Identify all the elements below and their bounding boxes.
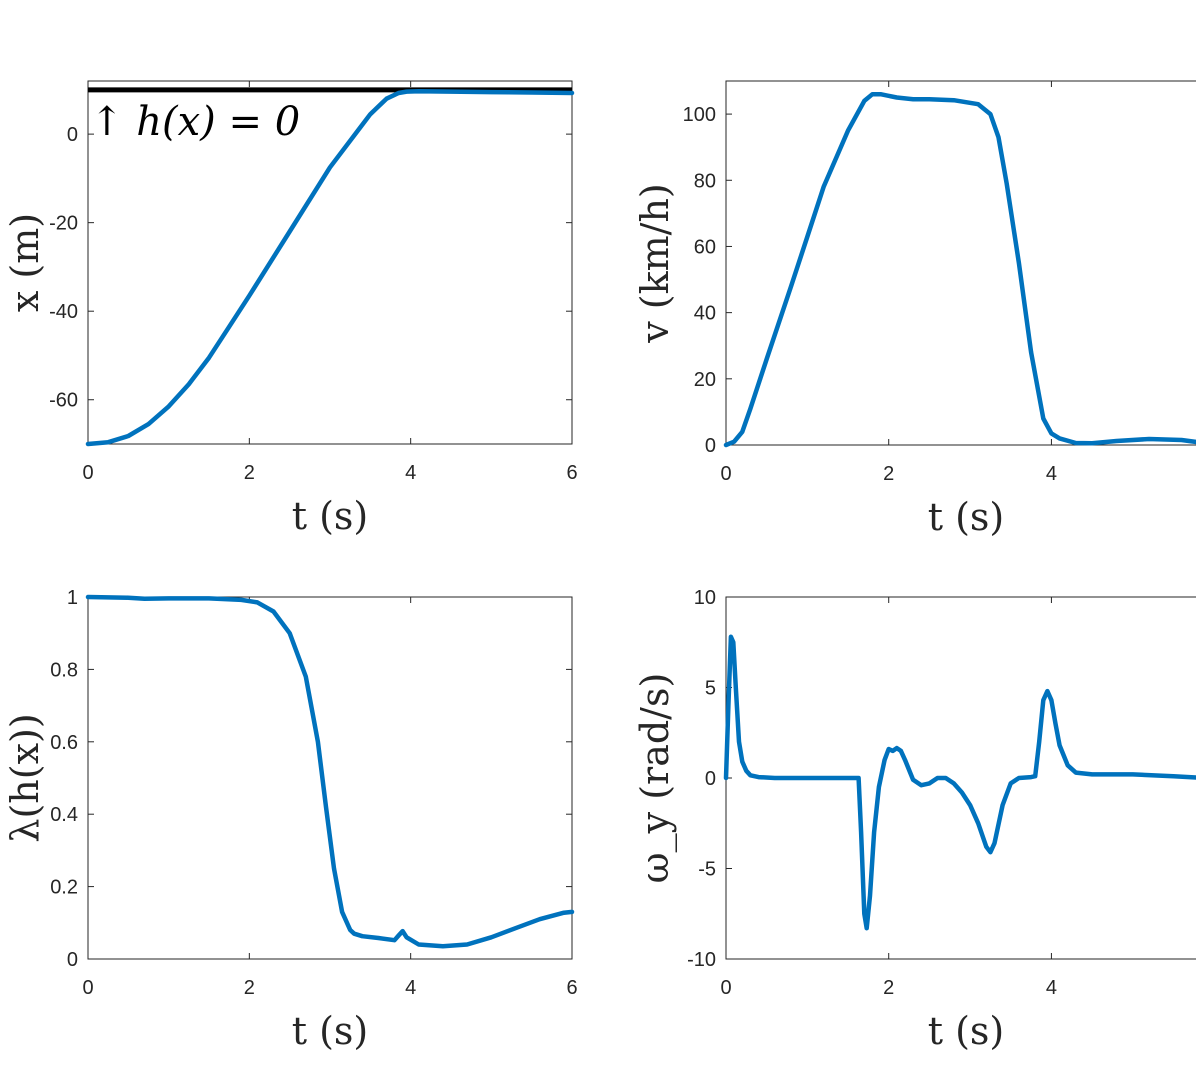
- y-tick-label: 1: [67, 587, 78, 609]
- x-tick-label: 4: [1046, 977, 1057, 999]
- y-tick-label: 0: [67, 949, 78, 971]
- constraint-annotation: ↑ h(x) = 0: [90, 99, 300, 145]
- series-line: [85, 594, 575, 949]
- y-tick-label: 0: [705, 435, 716, 457]
- x-tick-label: 4: [405, 462, 416, 484]
- x-tick-label: 0: [720, 463, 731, 485]
- y-tick-label: 80: [694, 170, 716, 192]
- y-tick-label: 0.6: [50, 732, 78, 754]
- axes-box: [87, 80, 573, 445]
- axes-box: [87, 596, 573, 960]
- y-axis-label: λ(h(x)): [3, 713, 47, 842]
- x-axis-label: t (s): [928, 1009, 1005, 1053]
- x-tick-label: 0: [720, 977, 731, 999]
- y-tick-label: 0.2: [50, 877, 78, 899]
- x-tick-label: 6: [566, 977, 577, 999]
- axes-box: [725, 80, 1196, 446]
- x-axis-label: t (s): [292, 494, 369, 538]
- x-tick-label: 4: [405, 977, 416, 999]
- y-tick-label: 60: [694, 236, 716, 258]
- x-tick-label: 2: [244, 462, 255, 484]
- x-tick-label: 2: [244, 977, 255, 999]
- y-tick-label: 10: [694, 587, 716, 609]
- y-axis-label: v (km/h): [633, 183, 677, 344]
- x-tick-label: 0: [82, 977, 93, 999]
- y-tick-label: -10: [687, 949, 716, 971]
- subplot-1: 0 2 4 6 -60 -40 -20 0 ↑ h(x) = 0 t (s) x (m): [3, 80, 578, 538]
- y-axis-label: x (m): [3, 213, 47, 312]
- y-tick-label: 40: [694, 303, 716, 325]
- y-axis-label: ω_y (rad/s): [633, 673, 678, 884]
- x-tick-label: 6: [566, 462, 577, 484]
- y-tick-label: 0: [705, 768, 716, 790]
- series-line: [723, 634, 1196, 931]
- subplot-4: 0 2 4 -10 -5 0 5 10 t (s) ω_y (rad/s): [633, 587, 1196, 1053]
- x-tick-label: 0: [82, 462, 93, 484]
- x-axis-label: t (s): [928, 495, 1005, 539]
- x-axis-label: t (s): [292, 1009, 369, 1053]
- y-tick-label: 100: [683, 104, 716, 126]
- x-tick-label: 4: [1046, 463, 1057, 485]
- y-tick-label: -20: [49, 213, 78, 235]
- series-line: [723, 91, 1196, 448]
- x-tick-label: 2: [883, 977, 894, 999]
- y-tick-label: 0.8: [50, 659, 78, 681]
- y-tick-label: 20: [694, 369, 716, 391]
- y-tick-label: -40: [49, 301, 78, 323]
- subplot-3: 0 2 4 6 0 0.2 0.4 0.6 0.8 1 t (s) λ(h(x)): [3, 587, 578, 1053]
- y-tick-label: 0: [67, 124, 78, 146]
- y-tick-label: 0.4: [50, 804, 78, 826]
- y-tick-label: 5: [705, 678, 716, 700]
- x-tick-label: 2: [883, 463, 894, 485]
- y-tick-label: -5: [698, 859, 716, 881]
- y-tick-label: -60: [49, 390, 78, 412]
- series-line: [85, 88, 575, 447]
